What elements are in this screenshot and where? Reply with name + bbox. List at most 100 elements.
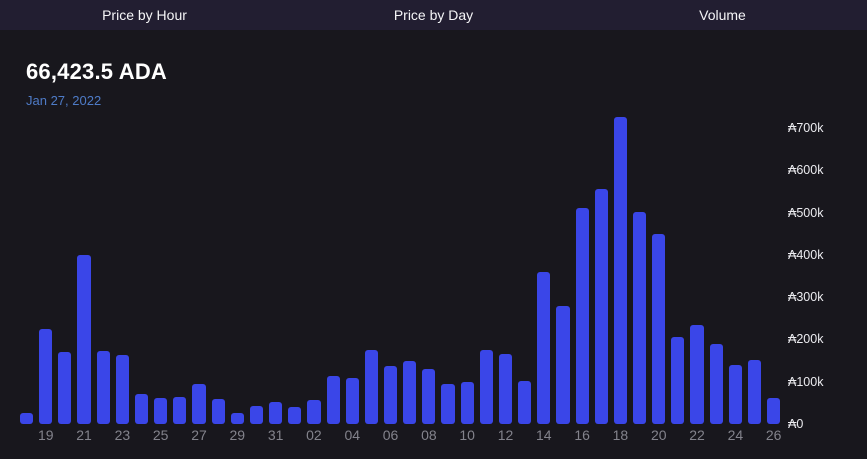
y-axis-label: ₳0	[788, 417, 804, 431]
bar-slot	[288, 117, 302, 424]
volume-bar[interactable]	[288, 407, 302, 424]
volume-bar[interactable]	[594, 189, 608, 424]
volume-bar[interactable]	[767, 398, 781, 424]
bar-slot	[709, 117, 723, 424]
x-axis-label: 29	[229, 427, 246, 443]
volume-bar[interactable]	[690, 325, 704, 424]
volume-bar[interactable]	[96, 351, 110, 424]
bar-slot	[20, 117, 34, 424]
volume-bar[interactable]	[652, 234, 666, 424]
bar-slot: 26	[766, 117, 781, 443]
bar-slot	[134, 117, 149, 424]
bar-slot	[96, 117, 110, 424]
x-axis-label: 19	[37, 427, 54, 443]
y-axis-label: ₳600k	[788, 163, 824, 178]
x-axis-label: 16	[574, 427, 590, 443]
bar-slot: 25	[153, 117, 168, 443]
x-axis-label: 23	[114, 427, 131, 443]
bar-slot: 04	[344, 117, 360, 443]
volume-bar[interactable]	[422, 369, 436, 424]
x-axis-label: 26	[765, 427, 782, 443]
bar-slot: 19	[38, 117, 54, 443]
bar-slot: 08	[421, 117, 437, 443]
volume-bar[interactable]	[307, 400, 321, 424]
volume-bar[interactable]	[58, 352, 72, 424]
bar-slot: 20	[651, 117, 667, 443]
volume-bar[interactable]	[115, 355, 129, 424]
volume-bar[interactable]	[575, 208, 589, 424]
bar-slot: 21	[76, 117, 92, 443]
bar-slot: 14	[536, 117, 552, 443]
bar-slot	[594, 117, 608, 424]
x-axis-label: 04	[344, 427, 361, 443]
chart-date: Jan 27, 2022	[26, 93, 102, 108]
volume-bar[interactable]	[211, 399, 225, 424]
x-axis-label: 25	[152, 427, 169, 443]
x-axis-label: 02	[306, 427, 322, 443]
tab-volume[interactable]: Volume	[699, 7, 746, 23]
volume-bar[interactable]	[20, 413, 34, 424]
volume-bar[interactable]	[230, 413, 244, 424]
x-axis-label: 14	[536, 427, 552, 443]
y-axis-label: ₳300k	[788, 290, 824, 305]
y-axis-label: ₳200k	[788, 332, 824, 347]
y-axis-label: ₳500k	[788, 205, 824, 220]
x-axis-label: 06	[382, 427, 399, 443]
volume-bar[interactable]	[192, 384, 206, 424]
volume-bar[interactable]	[537, 272, 551, 424]
volume-bar[interactable]	[345, 378, 359, 424]
bar-slot	[173, 117, 187, 424]
bar-slot	[671, 117, 685, 424]
volume-bar[interactable]	[326, 376, 340, 424]
y-axis: ₳700k ₳600k ₳500k ₳400k ₳300k ₳200k ₳100k ₳0	[788, 117, 863, 431]
bar-slot	[441, 117, 455, 424]
bar-slot: 27	[191, 117, 207, 443]
volume-bar[interactable]	[671, 337, 685, 424]
x-axis-label: 24	[727, 427, 744, 443]
volume-bar[interactable]	[613, 117, 627, 424]
bar-slot: 16	[574, 117, 590, 443]
volume-bar[interactable]	[479, 350, 493, 424]
volume-bar[interactable]	[249, 406, 264, 424]
volume-bar[interactable]	[556, 306, 570, 424]
bar-slot: 31	[268, 117, 283, 443]
bar-slot: 29	[230, 117, 245, 443]
x-axis-label: 10	[459, 427, 475, 443]
bar-slot: 10	[459, 117, 475, 443]
x-axis-label: 31	[267, 427, 284, 443]
volume-bar[interactable]	[498, 354, 513, 424]
bar-slot: 23	[115, 117, 130, 443]
volume-bar[interactable]	[518, 381, 532, 424]
bar-slot	[58, 117, 72, 424]
volume-bar[interactable]	[383, 366, 398, 424]
volume-bar[interactable]	[77, 255, 91, 424]
volume-chart-plot: 19 21 23 25 27 29 31 02 04 06 08 10 12 14 16 18 20 22 24 26	[20, 117, 781, 443]
bar-slot: 02	[306, 117, 322, 443]
bar-slot: 12	[498, 117, 513, 443]
bar-slot	[633, 117, 647, 424]
volume-bar[interactable]	[747, 360, 762, 424]
tab-price-by-hour[interactable]: Price by Hour	[102, 7, 187, 23]
bar-slot	[518, 117, 532, 424]
volume-bar[interactable]	[154, 398, 168, 424]
x-axis-label: 12	[497, 427, 514, 443]
volume-bar[interactable]	[441, 384, 455, 424]
volume-bar[interactable]	[460, 382, 474, 424]
tab-price-by-day[interactable]: Price by Day	[393, 7, 474, 23]
y-axis-label: ₳700k	[788, 120, 824, 135]
volume-bar[interactable]	[633, 212, 647, 424]
volume-bar[interactable]	[364, 350, 378, 424]
x-axis-label: 20	[650, 427, 667, 443]
x-axis-label: 22	[689, 427, 705, 443]
volume-bar[interactable]	[134, 394, 149, 424]
tab-bar: Price by Hour Price by Day Volume	[0, 0, 867, 30]
bar-slot: 24	[728, 117, 743, 443]
x-axis-label: 27	[191, 427, 207, 443]
volume-bar[interactable]	[39, 329, 53, 424]
bar-slot	[556, 117, 570, 424]
volume-bar[interactable]	[709, 344, 723, 424]
volume-bar[interactable]	[173, 397, 187, 424]
volume-bar[interactable]	[403, 361, 417, 424]
volume-bar[interactable]	[728, 365, 742, 424]
volume-bar[interactable]	[269, 402, 283, 424]
